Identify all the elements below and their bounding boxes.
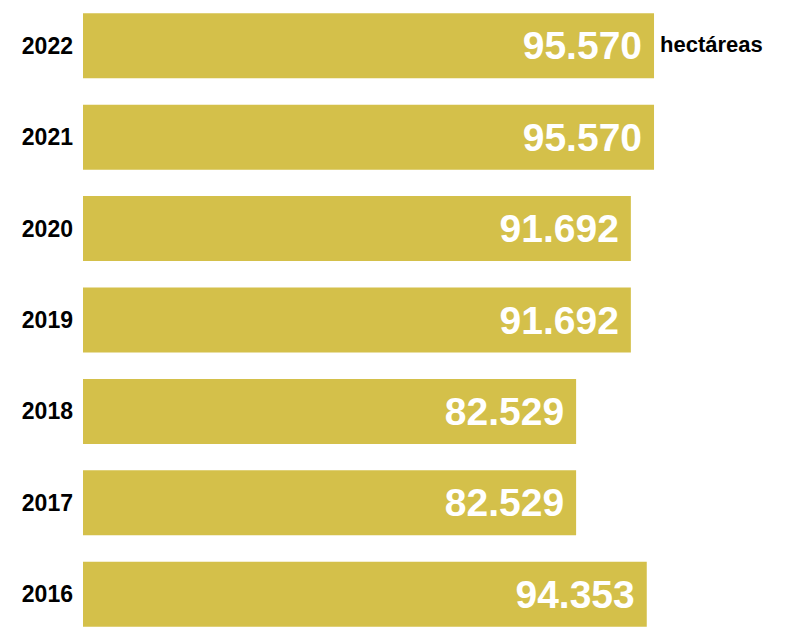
svg-text:2020: 2020 — [22, 216, 73, 242]
svg-text:hectáreas: hectáreas — [660, 32, 763, 57]
svg-text:2016: 2016 — [22, 581, 73, 607]
svg-text:2018: 2018 — [22, 398, 73, 424]
svg-text:2019: 2019 — [22, 307, 73, 333]
svg-text:91.692: 91.692 — [500, 207, 619, 250]
svg-text:82.529: 82.529 — [445, 481, 564, 524]
svg-text:95.570: 95.570 — [523, 24, 642, 67]
svg-text:94.353: 94.353 — [515, 573, 634, 616]
svg-text:82.529: 82.529 — [445, 390, 564, 433]
svg-text:2022: 2022 — [22, 33, 73, 59]
svg-text:95.570: 95.570 — [523, 116, 642, 159]
svg-text:2017: 2017 — [22, 490, 73, 516]
svg-text:91.692: 91.692 — [500, 299, 619, 342]
svg-text:2021: 2021 — [22, 124, 73, 150]
